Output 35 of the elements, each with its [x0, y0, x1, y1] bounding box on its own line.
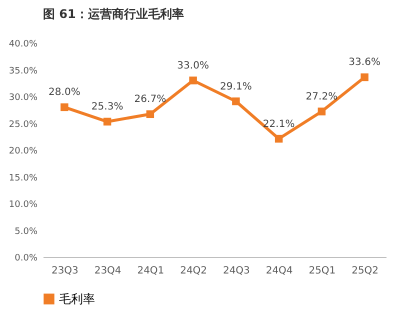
data-label: 22.1% [262, 118, 295, 130]
point [146, 110, 154, 118]
data-label: 26.7% [134, 94, 166, 106]
data-label: 29.1% [220, 81, 252, 92]
point [60, 103, 68, 112]
x-tick-label: 23Q3 [51, 266, 78, 276]
y-tick-label: 20.0% [8, 146, 38, 156]
y-tick-label: 35.0% [8, 66, 38, 76]
x-tick-label: 24Q2 [180, 266, 208, 276]
x-tick-label: 24Q4 [266, 266, 293, 276]
point [360, 73, 368, 82]
data-label: 25.3% [91, 102, 124, 113]
data-label: 33.6% [348, 57, 380, 68]
x-tick-label: 23Q4 [94, 266, 122, 276]
chart-title: 图 61：运营商行业毛利率 [43, 7, 184, 21]
y-tick-label: 40.0% [8, 40, 38, 50]
y-tick-label: 5.0% [14, 226, 38, 237]
x-tick-label: 24Q3 [222, 266, 250, 276]
y-tick-label: 30.0% [8, 93, 38, 103]
data-label: 27.2% [306, 91, 338, 102]
y-tick-label: 10.0% [8, 200, 38, 210]
y-tick-label: 15.0% [8, 173, 38, 184]
data-label: 33.0% [177, 60, 209, 72]
point [274, 134, 283, 143]
y-tick-label: 0.0% [14, 254, 38, 264]
point [232, 97, 240, 106]
data-label: 28.0% [48, 87, 80, 98]
point [318, 108, 326, 116]
legend-label: 毛利率 [59, 292, 95, 306]
x-tick-label: 25Q2 [352, 266, 379, 276]
point [189, 76, 197, 84]
y-tick-label: 25.0% [8, 120, 38, 130]
x-tick-label: 25Q1 [308, 266, 336, 276]
x-tick-label: 24Q1 [137, 266, 164, 276]
point [103, 118, 112, 126]
